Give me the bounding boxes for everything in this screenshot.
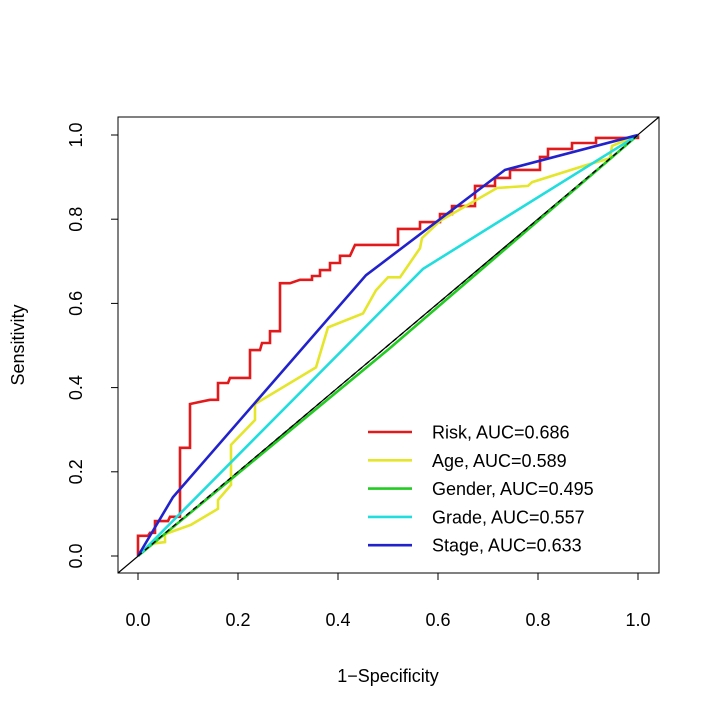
roc-curve-risk: [136, 135, 640, 556]
x-tick-label: 0.0: [125, 610, 150, 630]
x-tick-label: 0.4: [325, 610, 350, 630]
y-axis-label: Sensitivity: [8, 304, 28, 385]
y-tick-label: 0.6: [66, 291, 86, 316]
roc-curve-stage: [136, 133, 639, 557]
plot-area: [117, 116, 660, 574]
x-tick-label: 0.6: [425, 610, 450, 630]
y-tick-label: 1.0: [66, 122, 86, 147]
legend-label: Age, AUC=0.589: [432, 451, 567, 471]
x-tick-label: 1.0: [625, 610, 650, 630]
x-axis-label: 1−Specificity: [337, 666, 439, 686]
dashed-diagonal: [137, 134, 639, 557]
roc-curve-age: [137, 133, 639, 557]
legend-label: Stage, AUC=0.633: [432, 536, 582, 556]
roc-curve-grade: [137, 133, 639, 557]
legend-label: Grade, AUC=0.557: [432, 507, 585, 527]
y-axis: 0.0 0.2 0.4 0.6 0.8 1.0: [66, 122, 119, 569]
legend-label: Risk, AUC=0.686: [432, 423, 570, 443]
y-tick-label: 0.4: [66, 375, 86, 400]
legend: Risk, AUC=0.686 Age, AUC=0.589 Gender, AUC…: [368, 423, 594, 556]
y-tick-label: 0.0: [66, 543, 86, 568]
roc-curve-gender: [137, 134, 639, 558]
x-tick-label: 0.2: [225, 610, 250, 630]
y-tick-label: 0.2: [66, 459, 86, 484]
legend-label: Gender, AUC=0.495: [432, 479, 594, 499]
y-tick-label: 0.8: [66, 207, 86, 232]
x-axis: 0.0 0.2 0.4 0.6 0.8 1.0: [125, 572, 651, 630]
x-tick-label: 0.8: [525, 610, 550, 630]
